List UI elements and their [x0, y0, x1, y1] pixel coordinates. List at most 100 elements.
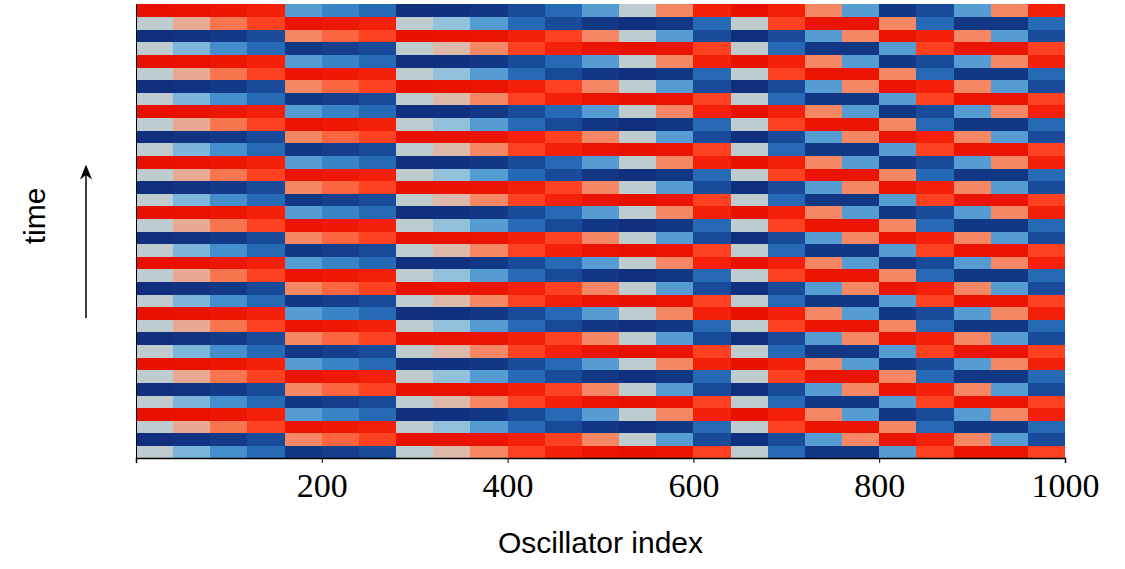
heatmap-cell [545, 67, 583, 80]
heatmap-cell [322, 294, 360, 307]
heatmap-cell [954, 408, 992, 421]
heatmap-cell [916, 168, 954, 181]
heatmap-cell [916, 445, 954, 458]
heatmap-cell [433, 345, 471, 358]
heatmap-cell [656, 4, 694, 17]
heatmap-cell [656, 319, 694, 332]
heatmap-cell [768, 206, 806, 219]
heatmap-cell [991, 408, 1029, 421]
heatmap-cell [210, 155, 248, 168]
x-tick: 800 [854, 458, 905, 504]
heatmap-cell [619, 80, 657, 93]
heatmap-cell [470, 92, 508, 105]
heatmap-cell [396, 143, 434, 156]
heatmap-cell [656, 231, 694, 244]
heatmap-cell [545, 168, 583, 181]
heatmap-cell [136, 445, 174, 458]
heatmap-cell [991, 395, 1029, 408]
heatmap-cell [285, 67, 323, 80]
heatmap-cell [619, 382, 657, 395]
heatmap-cell [545, 231, 583, 244]
heatmap-cell [693, 345, 731, 358]
heatmap-cell [359, 218, 397, 231]
heatmap-cell [136, 357, 174, 370]
heatmap-cell [582, 143, 620, 156]
x-tick-label: 800 [854, 467, 905, 504]
heatmap-cell [470, 395, 508, 408]
x-tick-mark [1065, 458, 1066, 463]
y-axis-line [136, 5, 137, 459]
heatmap-cell [731, 319, 769, 332]
heatmap-cell [582, 4, 620, 17]
heatmap-cell [285, 155, 323, 168]
heatmap-cell [210, 408, 248, 421]
heatmap-cell [693, 80, 731, 93]
heatmap-cell [582, 54, 620, 67]
heatmap-cell [247, 17, 285, 30]
heatmap-cell [619, 118, 657, 131]
heatmap-cell [731, 256, 769, 269]
heatmap-cell [210, 420, 248, 433]
heatmap-cell [545, 294, 583, 307]
heatmap-cell [433, 168, 471, 181]
heatmap-cell [805, 269, 843, 282]
heatmap-cell [322, 105, 360, 118]
heatmap-cell [470, 294, 508, 307]
heatmap-cell [954, 105, 992, 118]
heatmap-cell [656, 370, 694, 383]
heatmap-cell [1028, 231, 1065, 244]
heatmap-cell [173, 4, 211, 17]
heatmap-cell [1028, 168, 1065, 181]
heatmap-cell [173, 319, 211, 332]
heatmap-cell [285, 218, 323, 231]
heatmap-cell [842, 67, 880, 80]
heatmap-cell [433, 130, 471, 143]
heatmap-cell [210, 17, 248, 30]
heatmap-cell [396, 307, 434, 320]
heatmap-cell [322, 332, 360, 345]
heatmap-cell [285, 80, 323, 93]
heatmap-cell [173, 269, 211, 282]
heatmap-cell [842, 4, 880, 17]
heatmap-cell [247, 155, 285, 168]
heatmap-cell [842, 17, 880, 30]
heatmap-cell [508, 67, 546, 80]
heatmap-cell [359, 92, 397, 105]
heatmap-cell [991, 4, 1029, 17]
heatmap-cell [173, 80, 211, 93]
heatmap-cell [433, 231, 471, 244]
heatmap-cell [285, 231, 323, 244]
heatmap-cell [731, 206, 769, 219]
heatmap-cell [842, 256, 880, 269]
heatmap-cell [508, 80, 546, 93]
heatmap-cell [842, 244, 880, 257]
heatmap-cell [285, 433, 323, 446]
heatmap-cell [136, 168, 174, 181]
heatmap-cell [508, 143, 546, 156]
heatmap-cell [916, 307, 954, 320]
heatmap-cell [136, 193, 174, 206]
heatmap-cell [173, 281, 211, 294]
heatmap-cell [805, 332, 843, 345]
heatmap-cell [582, 332, 620, 345]
heatmap-cell [433, 143, 471, 156]
heatmap-cell [842, 206, 880, 219]
heatmap-cell [508, 408, 546, 421]
heatmap-cell [619, 130, 657, 143]
heatmap-cell [508, 105, 546, 118]
heatmap-cell [879, 168, 917, 181]
heatmap-cell [954, 118, 992, 131]
heatmap-cell [247, 92, 285, 105]
heatmap-cell [954, 420, 992, 433]
heatmap-cell [916, 67, 954, 80]
heatmap-cell [805, 17, 843, 30]
heatmap-cell [1028, 155, 1065, 168]
heatmap-cell [210, 130, 248, 143]
heatmap-cell [470, 130, 508, 143]
heatmap-cell [582, 155, 620, 168]
heatmap-cell [545, 244, 583, 257]
heatmap-cell [545, 29, 583, 42]
heatmap-cell [396, 382, 434, 395]
heatmap-cell [693, 319, 731, 332]
heatmap-cell [805, 445, 843, 458]
